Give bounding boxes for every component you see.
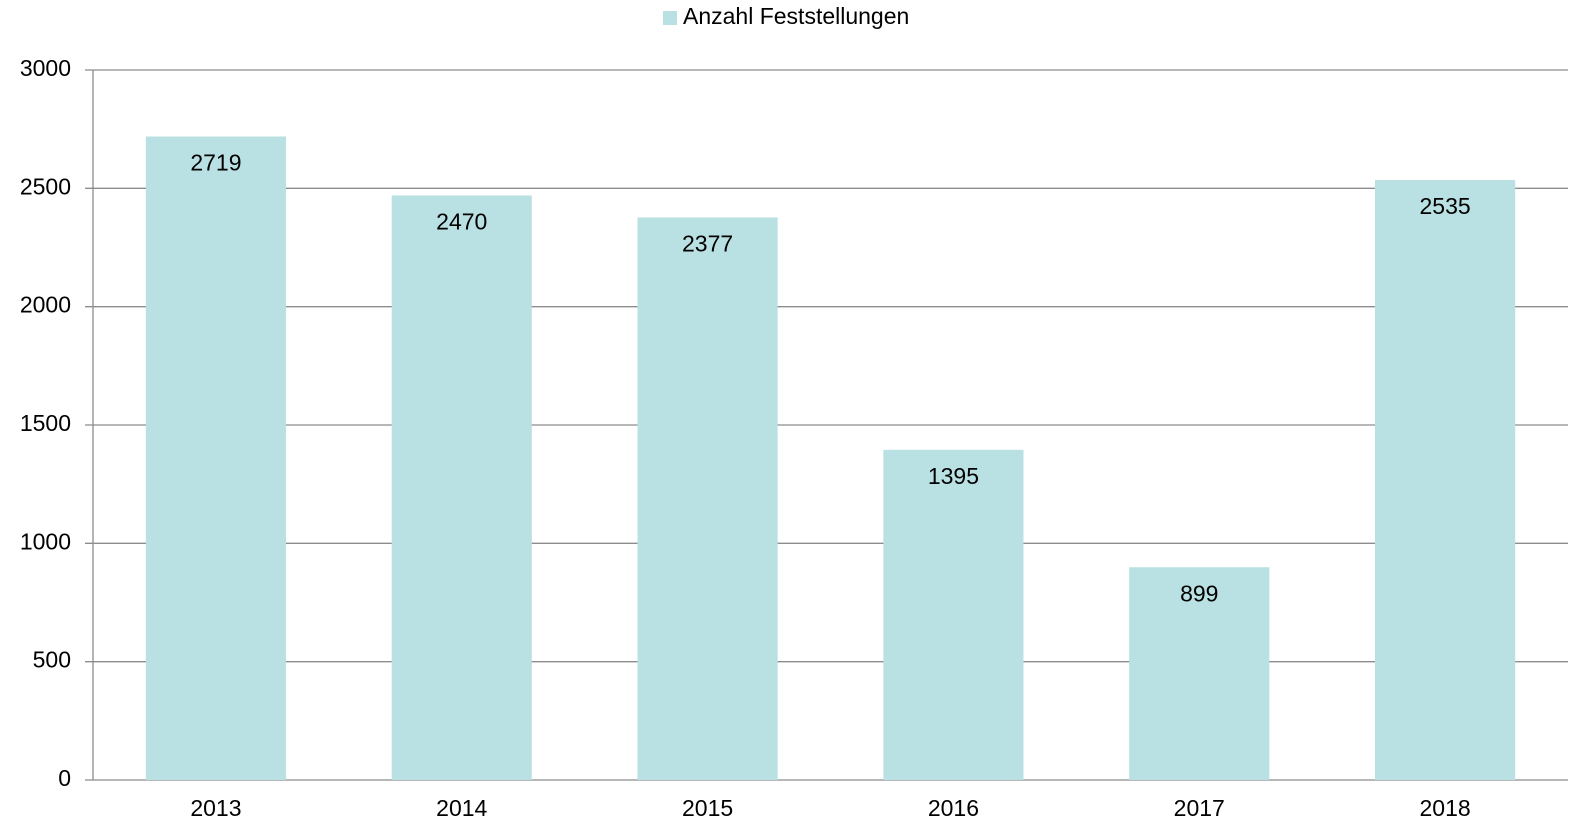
y-tick-label: 2500 xyxy=(20,173,71,199)
bar xyxy=(1375,180,1516,781)
y-tick-label: 1000 xyxy=(20,528,71,554)
legend-swatch xyxy=(663,11,677,25)
data-label: 2377 xyxy=(682,231,733,257)
x-tick-label: 2016 xyxy=(928,795,979,821)
data-label: 2535 xyxy=(1419,193,1470,219)
legend-label: Anzahl Feststellungen xyxy=(683,3,909,29)
data-label: 899 xyxy=(1180,580,1218,606)
bar xyxy=(145,136,286,781)
x-tick-label: 2017 xyxy=(1174,795,1225,821)
bar xyxy=(1129,567,1270,780)
x-tick-label: 2014 xyxy=(436,795,487,821)
bar xyxy=(391,195,532,780)
x-tick-label: 2013 xyxy=(190,795,241,821)
x-tick-label: 2015 xyxy=(682,795,733,821)
data-label: 1395 xyxy=(928,463,979,489)
data-label: 2470 xyxy=(436,209,487,235)
x-tick-label: 2018 xyxy=(1419,795,1470,821)
y-tick-label: 0 xyxy=(58,765,71,791)
data-label: 2719 xyxy=(190,150,241,176)
y-tick-label: 2000 xyxy=(20,292,71,318)
y-tick-label: 1500 xyxy=(20,410,71,436)
y-tick-label: 500 xyxy=(33,647,71,673)
bar xyxy=(637,217,778,780)
y-tick-label: 3000 xyxy=(20,55,71,81)
bar xyxy=(883,449,1024,780)
